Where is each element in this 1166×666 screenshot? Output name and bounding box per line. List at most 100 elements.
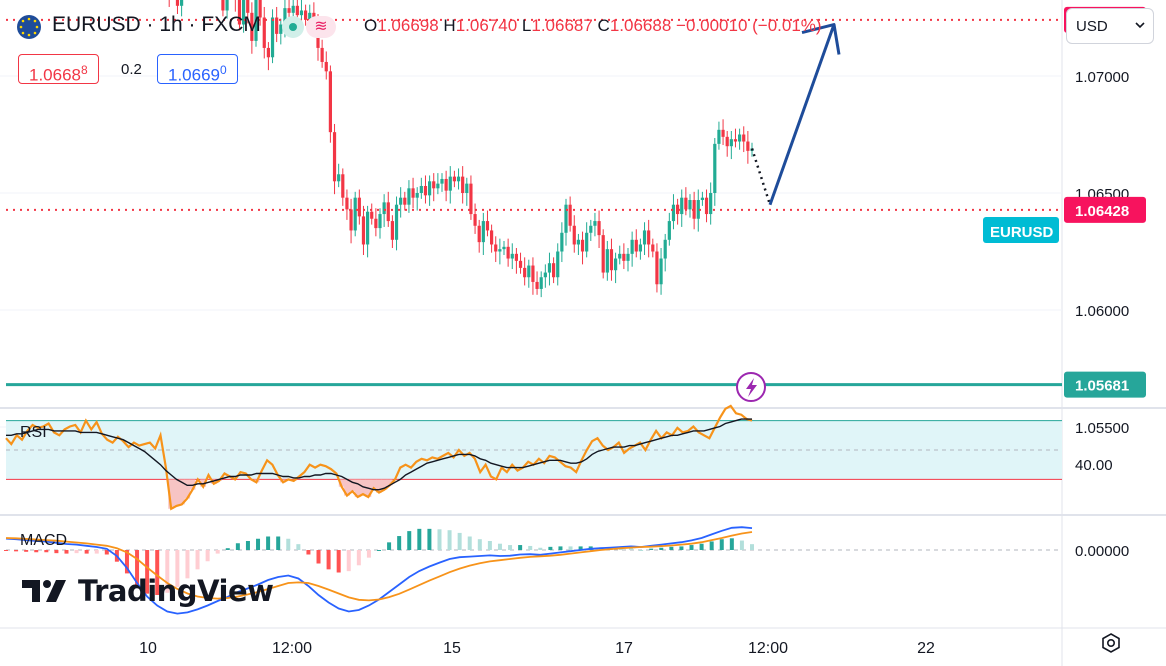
gear-icon[interactable] — [1100, 632, 1122, 654]
candle-body — [448, 176, 452, 191]
data-delay-badge[interactable]: ≋ — [306, 16, 336, 38]
candle-body — [543, 272, 547, 278]
candle-body — [568, 204, 572, 226]
candle-body — [614, 258, 618, 271]
macd-histogram-bar — [427, 528, 432, 550]
macd-histogram-bar — [34, 550, 39, 553]
candle-body — [440, 178, 444, 184]
candle-body — [237, 0, 242, 25]
candle-body — [477, 225, 481, 243]
tradingview-logo[interactable]: TradingView — [22, 574, 274, 608]
status-dot-icon — [289, 23, 297, 31]
spread-value: 0.2 — [121, 61, 142, 78]
macd-histogram-bar — [215, 550, 220, 554]
macd-histogram-bar — [44, 550, 49, 553]
candle-body — [518, 260, 523, 268]
macd-histogram-bar — [437, 529, 442, 550]
macd-histogram-bar — [709, 541, 714, 550]
macd-histogram-bar — [24, 550, 29, 552]
macd-histogram-bar — [467, 536, 472, 550]
candle-body — [659, 258, 663, 285]
candle-body — [378, 214, 382, 229]
ohlc-high-value: 1.06740 — [455, 16, 518, 35]
candle-body — [514, 253, 518, 261]
ohlc-readout: O1.06698 H1.06740 L1.06687 C1.06688 −0.0… — [364, 16, 822, 36]
macd-histogram-bar — [165, 550, 170, 593]
buy-price-sup: 0 — [220, 63, 227, 77]
macd-histogram-bar — [729, 538, 734, 550]
macd-histogram-bar — [256, 538, 261, 550]
macd-histogram-bar — [618, 548, 623, 550]
macd-histogram-bar — [699, 543, 704, 550]
candle-body — [291, 5, 295, 13]
lightning-icon — [746, 378, 757, 397]
rsi-line — [5, 404, 753, 511]
candle-body — [390, 221, 394, 240]
market-open-badge[interactable] — [282, 16, 304, 38]
candle-body — [345, 197, 349, 210]
candle-body — [324, 61, 328, 72]
macd-histogram-bar — [326, 550, 331, 570]
tradingview-logo-icon — [22, 580, 66, 602]
candle-body — [609, 249, 614, 271]
macd-histogram-bar — [689, 545, 694, 550]
ohlc-open-key: O — [364, 16, 378, 35]
macd-histogram-bar — [346, 550, 351, 572]
candle-body — [357, 197, 361, 217]
candle-body — [262, 17, 266, 48]
macd-histogram-bar — [649, 548, 654, 550]
macd-pane-label[interactable]: MACD — [20, 532, 68, 549]
candle-body — [246, 0, 250, 13]
level-price-label: 1.06428 — [1075, 203, 1129, 220]
symbol-title[interactable]: EURUSD · 1h · FXCM — [52, 13, 261, 36]
macd-histogram-bar — [739, 540, 744, 550]
buy-price-main: 1.0669 — [168, 65, 220, 85]
candle-body — [374, 218, 378, 229]
macd-histogram-bar — [397, 536, 402, 550]
candle-body — [469, 183, 473, 215]
macd-histogram-bar — [84, 550, 89, 554]
sell-price-button[interactable]: 1.06688 — [18, 54, 99, 85]
level-price-label: 1.05681 — [1075, 378, 1129, 395]
macd-histogram-bar — [508, 545, 513, 550]
price-tick-label: 1.06000 — [1075, 303, 1129, 320]
rsi-pane-label[interactable]: RSI — [20, 424, 47, 441]
candle-body — [320, 47, 324, 62]
candle-body — [353, 197, 357, 231]
macd-histogram-bar — [548, 546, 553, 550]
candle-body — [242, 0, 246, 25]
candle-body — [308, 12, 312, 20]
candle-body — [560, 232, 564, 252]
chevron-down-icon — [1135, 22, 1145, 29]
price-tick-label: 1.07000 — [1075, 69, 1129, 86]
candle-body — [572, 225, 576, 245]
candle-body — [676, 204, 680, 215]
candle-body — [523, 267, 527, 278]
buy-price-button[interactable]: 1.06690 — [157, 54, 238, 85]
macd-histogram-bar — [14, 550, 19, 552]
macd-histogram-bar — [245, 541, 250, 550]
macd-histogram-bar — [487, 541, 492, 550]
candle-body — [403, 197, 407, 205]
symbol-tag-label: EURUSD — [990, 224, 1054, 241]
currency-select[interactable]: USD — [1066, 8, 1154, 44]
candle-body — [328, 71, 332, 133]
candle-body — [366, 211, 370, 245]
symbol-tag — [983, 217, 1059, 243]
candle-body — [647, 230, 651, 245]
macd-signal-line — [5, 531, 753, 602]
flag-icon — [17, 15, 41, 39]
candle-body — [601, 235, 605, 273]
candle-body — [642, 230, 647, 245]
macd-histogram-bar — [286, 538, 291, 550]
candle-body — [337, 174, 341, 182]
ohlc-high-key: H — [443, 16, 456, 35]
macd-histogram-bar — [175, 550, 180, 587]
macd-histogram-bar — [185, 550, 190, 579]
macd-histogram-bar — [205, 550, 210, 562]
time-tick-label: 17 — [615, 640, 633, 657]
candle-body — [535, 281, 539, 289]
candle-body — [386, 202, 390, 222]
candle-body — [287, 8, 291, 13]
